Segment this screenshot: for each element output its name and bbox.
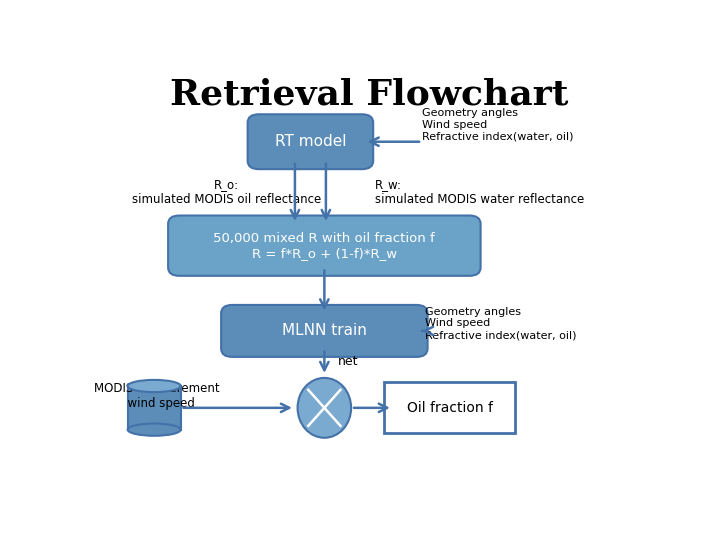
Text: 50,000 mixed R with oil fraction f
R = f*R_o + (1-f)*R_w: 50,000 mixed R with oil fraction f R = f… bbox=[214, 232, 435, 260]
FancyBboxPatch shape bbox=[248, 114, 373, 169]
FancyBboxPatch shape bbox=[168, 215, 481, 276]
Text: R_w:
simulated MODIS water reflectance: R_w: simulated MODIS water reflectance bbox=[374, 178, 584, 206]
Text: Retrieval Flowchart: Retrieval Flowchart bbox=[170, 77, 568, 111]
Ellipse shape bbox=[297, 378, 351, 438]
FancyBboxPatch shape bbox=[221, 305, 428, 357]
Ellipse shape bbox=[127, 423, 181, 436]
Ellipse shape bbox=[127, 380, 181, 392]
Text: R_o:
simulated MODIS oil reflectance: R_o: simulated MODIS oil reflectance bbox=[132, 178, 321, 206]
Text: MLNN train: MLNN train bbox=[282, 323, 366, 339]
Text: Geometry angles
Wind speed
Refractive index(water, oil): Geometry angles Wind speed Refractive in… bbox=[422, 109, 574, 141]
Text: Geometry angles
Wind speed
Refractive index(water, oil): Geometry angles Wind speed Refractive in… bbox=[425, 307, 576, 340]
Text: MODIS measurement
  wind speed: MODIS measurement wind speed bbox=[94, 382, 220, 410]
Text: net: net bbox=[338, 355, 359, 368]
FancyBboxPatch shape bbox=[127, 386, 181, 430]
Text: RT model: RT model bbox=[274, 134, 346, 149]
FancyBboxPatch shape bbox=[384, 382, 516, 433]
Text: Oil fraction f: Oil fraction f bbox=[407, 401, 493, 415]
